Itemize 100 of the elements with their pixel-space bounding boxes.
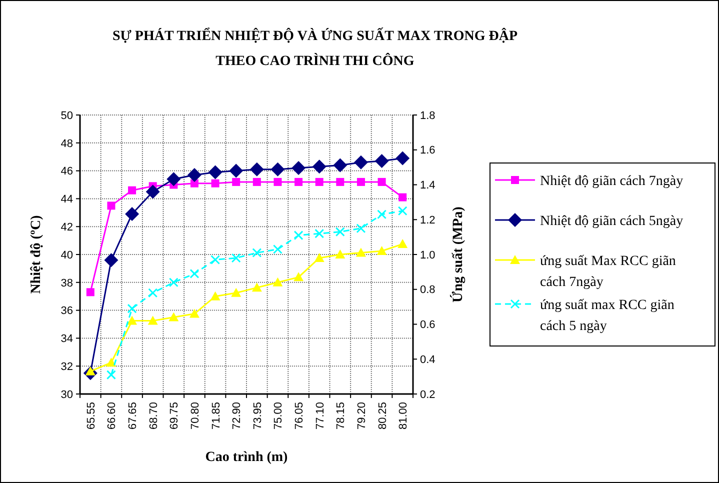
y2-tick-label: 1.8	[420, 110, 436, 122]
point	[127, 316, 138, 325]
x-tick-label: 80.25	[376, 402, 389, 430]
x-tick-label: 71.85	[210, 402, 222, 430]
y2-axis-title: Ứng suất (MPa)	[449, 206, 466, 302]
point	[190, 179, 198, 188]
point	[335, 227, 345, 237]
point	[398, 239, 408, 248]
point	[232, 178, 240, 186]
y2-tick-label: 0.8	[420, 284, 436, 296]
y-tick-label: 34	[60, 333, 73, 346]
point	[250, 162, 264, 176]
y-tick-label: 42	[60, 221, 73, 234]
point	[211, 179, 220, 188]
point	[376, 246, 387, 256]
y2-tick-label: 1.2	[420, 214, 436, 226]
point	[315, 178, 324, 186]
point	[314, 252, 324, 262]
point	[294, 230, 304, 240]
x-tick-label: 65.55	[85, 402, 98, 430]
point	[86, 288, 94, 296]
point	[333, 158, 348, 172]
x-tick-label: 67.65	[127, 402, 140, 430]
point	[294, 178, 303, 186]
point	[104, 253, 118, 268]
x-axis-title: Cao trình (m)	[205, 450, 288, 465]
point	[106, 358, 116, 367]
x-tick-label: 70.80	[189, 402, 202, 430]
point	[252, 282, 262, 292]
x-tick-label: 76.05	[294, 402, 306, 430]
y-tick-label: 44	[60, 194, 73, 206]
y2-tick-label: 1.4	[420, 180, 436, 192]
y2-tick-label: 1.0	[420, 249, 436, 262]
point	[252, 248, 262, 258]
x-tick-label: 69.75	[168, 402, 181, 430]
x-tick-label: 66.60	[106, 402, 118, 430]
point	[314, 228, 324, 238]
point	[125, 207, 140, 222]
y2-tick-label: 0.2	[420, 388, 436, 401]
point	[274, 178, 282, 186]
point	[377, 210, 387, 220]
point	[208, 165, 222, 180]
x-tick-label: 75.00	[272, 402, 285, 430]
point	[231, 288, 242, 297]
point	[148, 316, 158, 325]
point	[128, 186, 136, 194]
x-tick-label: 78.15	[335, 402, 348, 430]
point	[294, 272, 304, 282]
point	[335, 250, 346, 258]
point	[356, 178, 365, 186]
point	[272, 244, 282, 254]
point	[168, 278, 178, 288]
x-tick-label: 68.70	[148, 402, 160, 430]
point	[354, 155, 368, 170]
point	[356, 248, 366, 257]
point	[231, 253, 241, 263]
point	[166, 172, 181, 186]
point	[272, 277, 283, 286]
y-tick-label: 36	[60, 305, 73, 318]
x-tick-label: 77.10	[314, 402, 326, 430]
legend-label: Nhiệt độ giãn cách 7ngày	[540, 174, 684, 189]
point	[396, 151, 410, 166]
legend-label: ứng suất max RCC giãn cách 5 ngày	[540, 298, 674, 334]
point	[229, 164, 244, 178]
x-tick-label: 72.90	[231, 402, 244, 430]
y2-tick-label: 0.4	[420, 354, 436, 366]
point	[292, 161, 306, 176]
point	[270, 162, 285, 176]
y-tick-label: 30	[60, 388, 73, 401]
point	[189, 308, 200, 318]
point	[210, 254, 220, 264]
y-tick-label: 40	[60, 249, 73, 262]
point	[312, 160, 326, 174]
point	[187, 168, 202, 182]
legend-label: Nhiệt độ giãn cách 5ngày	[540, 214, 684, 229]
point	[148, 288, 158, 298]
chart-title: SỰ PHÁT TRIỂN NHIỆT ĐỘ VÀ ỨNG SUẤT MAX TRONG ĐẬP THEO CAO TRÌNH THI CÔNG	[112, 27, 518, 69]
y-tick-label: 50	[60, 110, 73, 122]
point	[374, 154, 389, 168]
point	[106, 370, 116, 380]
y-tick-label: 48	[60, 138, 73, 150]
point	[210, 291, 220, 300]
y-tick-label: 38	[60, 277, 73, 290]
x-tick-label: 79.20	[356, 402, 368, 430]
y-tick-label: 46	[60, 166, 73, 178]
point	[107, 202, 116, 210]
y2-tick-label: 1.6	[420, 144, 436, 157]
y2-tick-label: 0.6	[420, 319, 436, 332]
point	[356, 224, 366, 234]
y-tick-label: 32	[60, 360, 73, 373]
point	[252, 178, 261, 186]
point	[378, 178, 386, 186]
x-tick-label: 81.00	[398, 402, 410, 430]
y-axis-title: Nhiệt độ (ºC)	[29, 214, 44, 294]
point	[127, 304, 137, 314]
x-tick-label: 73.95	[252, 402, 264, 430]
point	[146, 184, 160, 199]
point	[398, 206, 408, 216]
point	[190, 268, 200, 278]
point	[336, 178, 344, 186]
